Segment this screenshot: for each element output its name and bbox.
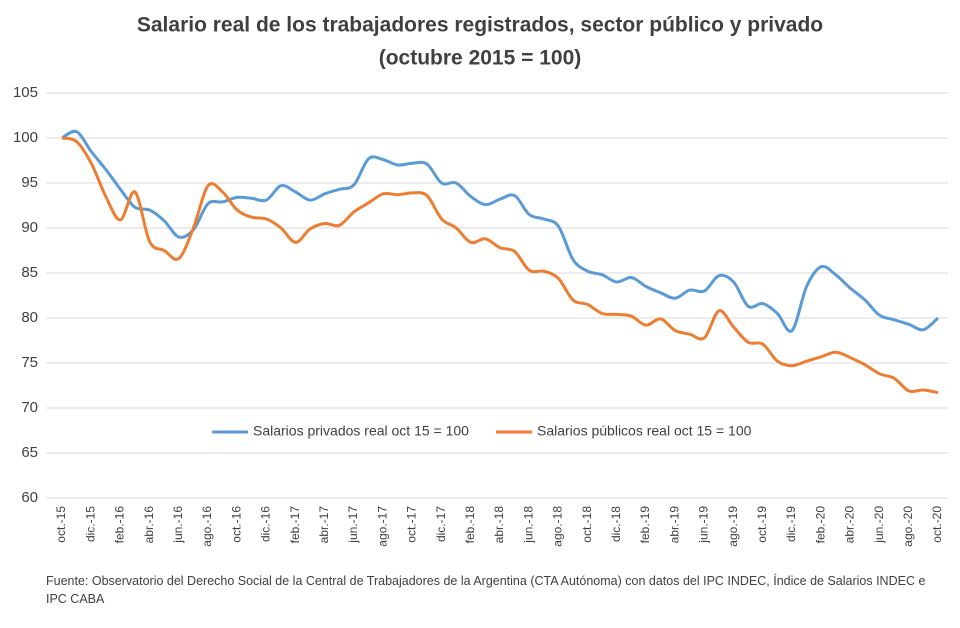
y-tick-label: 60 (21, 489, 38, 506)
y-tick-label: 70 (21, 399, 38, 416)
line-series (61, 129, 939, 333)
x-tick-label: jun.-17 (346, 506, 360, 544)
source-box: Fuente: Observatorio del Derecho Social … (46, 574, 926, 606)
x-tick-label: oct.-19 (755, 506, 769, 543)
x-tick-label: abr.-17 (317, 506, 331, 544)
y-tick-label: 100 (13, 129, 38, 146)
x-tick-label: jun.-18 (521, 506, 535, 544)
x-tick-label: oct.-20 (930, 506, 944, 543)
x-tick-label: jun.-16 (171, 506, 185, 544)
x-tick-label: jun.-20 (872, 506, 886, 544)
y-tick-label: 90 (21, 219, 38, 236)
x-tick-label: feb.-20 (813, 506, 827, 544)
x-tick-label: dic.-15 (83, 506, 97, 542)
x-tick-label: oct.-16 (229, 506, 243, 543)
x-tick-label: dic.-17 (434, 506, 448, 542)
x-tick-label: ago.-20 (901, 506, 915, 547)
x-tick-label: jun.-19 (697, 506, 711, 544)
x-tick-label: feb.-18 (463, 506, 477, 544)
y-tick-label: 105 (13, 84, 38, 101)
x-tick-label: abr.-19 (667, 506, 681, 544)
source: Fuente: Observatorio del Derecho Social … (46, 574, 926, 606)
line-series (61, 136, 939, 395)
x-tick-label: oct.-15 (54, 506, 68, 543)
legend-label: Salarios privados real oct 15 = 100 (253, 423, 469, 439)
y-tick-label: 95 (21, 174, 38, 191)
x-tick-label: feb.-16 (113, 506, 127, 544)
x-tick-label: abr.-18 (492, 506, 506, 544)
x-tick-label: ago.-17 (375, 506, 389, 547)
y-tick-label: 80 (21, 309, 38, 326)
legend-label: Salarios públicos real oct 15 = 100 (537, 423, 752, 439)
x-tick-label: abr.-16 (142, 506, 156, 544)
x-tick-label: ago.-19 (726, 506, 740, 547)
chart-subtitle: (octubre 2015 = 100) (379, 47, 582, 70)
y-tick-label: 85 (21, 264, 38, 281)
x-tick-label: feb.-17 (288, 506, 302, 544)
x-tick-label: dic.-18 (609, 506, 623, 542)
x-tick-label: dic.-19 (784, 506, 798, 542)
x-tick-label: ago.-18 (551, 506, 565, 547)
chart-title: Salario real de los trabajadores registr… (137, 14, 823, 37)
y-tick-label: 75 (21, 354, 38, 371)
x-tick-label: abr.-20 (843, 506, 857, 544)
x-tick-label: oct.-18 (580, 506, 594, 543)
x-tick-label: feb.-19 (638, 506, 652, 544)
y-tick-label: 65 (21, 444, 38, 461)
x-tick-label: dic.-16 (259, 506, 273, 542)
x-tick-label: oct.-17 (405, 506, 419, 543)
x-tick-label: ago.-16 (200, 506, 214, 547)
